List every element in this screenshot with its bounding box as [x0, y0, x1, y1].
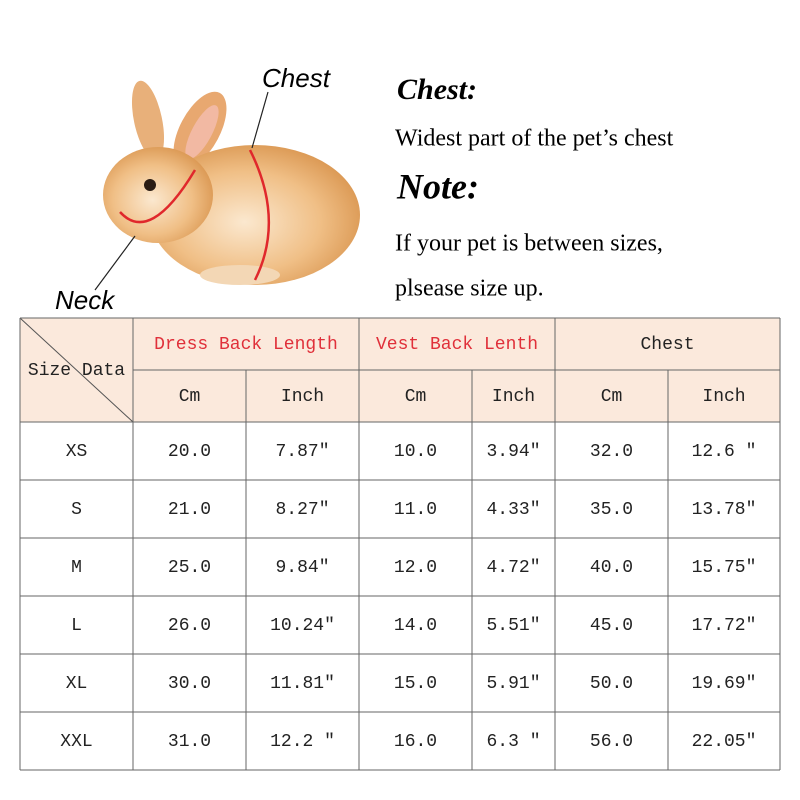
table-cell: 32.0: [590, 442, 633, 462]
table-cell: 10.0: [394, 442, 437, 462]
group-header: Dress Back Length: [154, 335, 338, 355]
corner-diagonal: [19, 317, 134, 423]
unit-header: Inch: [702, 387, 745, 407]
table-cell: 12.0: [394, 558, 437, 578]
table-cell: 14.0: [394, 616, 437, 636]
table-cell: 11.81″: [270, 674, 335, 694]
group-header: Chest: [640, 335, 694, 355]
note-title: Note:: [396, 166, 479, 206]
rabbit-illustration: [94, 80, 360, 291]
table-cell: 30.0: [168, 674, 211, 694]
table-cell: XXL: [60, 732, 92, 752]
unit-header: Inch: [281, 387, 324, 407]
table-cell: M: [71, 558, 82, 578]
table-cell: L: [71, 616, 82, 636]
table-cell: 19.69″: [692, 674, 757, 694]
chest-text: Widest part of the pet’s chest: [395, 126, 674, 152]
table-cell: 10.24″: [270, 616, 335, 636]
table-cell: 21.0: [168, 500, 211, 520]
size-table: Dress Back Length Vest Back Lenth Chest Cm I…: [19, 317, 781, 771]
table-cell: 17.72″: [692, 616, 757, 636]
table-cell: XL: [66, 674, 88, 694]
table-cell: 16.0: [394, 732, 437, 752]
table-cell: 26.0: [168, 616, 211, 636]
table-cell: 5.51″: [486, 616, 540, 636]
group-header: Vest Back Lenth: [376, 335, 538, 355]
chest-title: Chest:: [397, 73, 477, 106]
table-cell: 11.0: [394, 500, 437, 520]
table-cell: 25.0: [168, 558, 211, 578]
table-cell: 45.0: [590, 616, 633, 636]
table-cell: 22.05″: [692, 732, 757, 752]
note-text: If your pet is between sizes,: [395, 231, 663, 257]
table-cell: 9.84″: [275, 558, 329, 578]
unit-header: Cm: [179, 387, 201, 407]
table-cell: 13.78″: [692, 500, 757, 520]
table-cell: 50.0: [590, 674, 633, 694]
chest-label: Chest: [262, 63, 332, 93]
table-cell: 56.0: [590, 732, 633, 752]
table-cell: 3.94″: [486, 442, 540, 462]
table-cell: S: [71, 500, 82, 520]
table-cell: 7.87″: [275, 442, 329, 462]
table-cell: 4.72″: [486, 558, 540, 578]
unit-header: Cm: [601, 387, 623, 407]
table-cell: 4.33″: [486, 500, 540, 520]
table-cell: 12.6 ″: [692, 442, 757, 462]
table-cell: 8.27″: [275, 500, 329, 520]
table-cell: 40.0: [590, 558, 633, 578]
table-cell: 6.3 ″: [486, 732, 540, 752]
neck-label: Neck: [55, 285, 116, 315]
table-cell: 20.0: [168, 442, 211, 462]
table-cell: 15.0: [394, 674, 437, 694]
table-cell: 5.91″: [486, 674, 540, 694]
table-cell: 35.0: [590, 500, 633, 520]
unit-header: Cm: [405, 387, 427, 407]
table-cell: 31.0: [168, 732, 211, 752]
table-cell: 15.75″: [692, 558, 757, 578]
table-cell: 12.2 ″: [270, 732, 335, 752]
unit-header: Inch: [492, 387, 535, 407]
table-cell: XS: [66, 442, 88, 462]
note-text: plsease size up.: [395, 276, 544, 302]
